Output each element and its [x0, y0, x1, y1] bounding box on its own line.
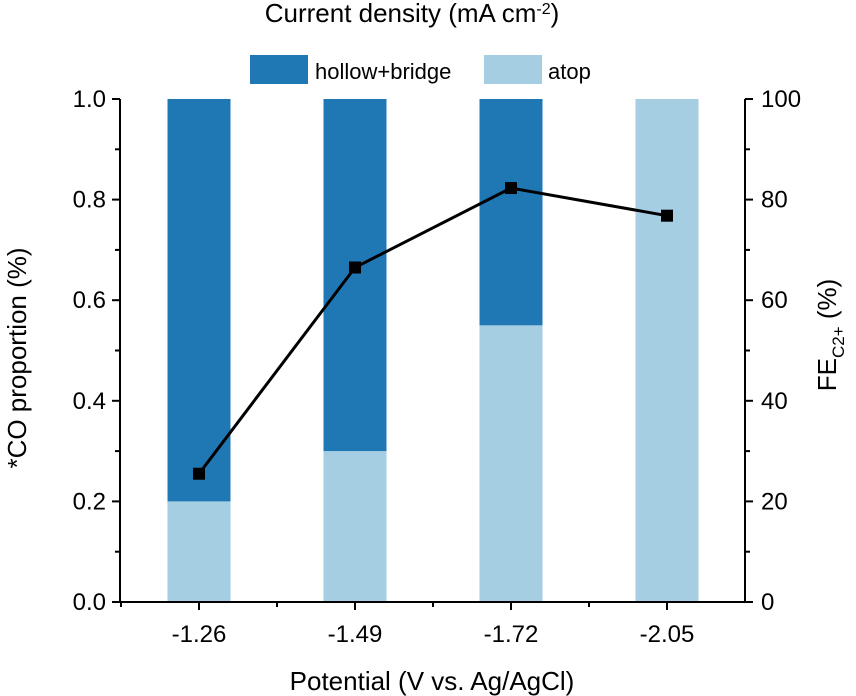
- bar-atop-2: [479, 325, 543, 602]
- y-tick-label: 0.2: [73, 488, 106, 515]
- fe-line-series: [193, 182, 673, 480]
- bar-hollow-bridge-0: [167, 99, 231, 502]
- y-tick-label: 0.0: [73, 589, 106, 616]
- legend-swatch-hollow-bridge: [250, 55, 308, 84]
- ticks: 0.0 0.2 0.4 0.6 0.8 1.0 0 20 40 60 80 100 -1.26 -1.49…: [73, 86, 801, 648]
- legend-label-hollow-bridge: hollow+bridge: [315, 59, 451, 84]
- top-axis-title: Current density (mA cm-2): [265, 0, 560, 28]
- y-tick-label: 0.8: [73, 187, 106, 214]
- y-tick-label: 0.6: [73, 287, 106, 314]
- y2-tick-label: 0: [761, 589, 774, 616]
- y-tick-label: 0.4: [73, 388, 106, 415]
- y-tick-label: 1.0: [73, 86, 106, 113]
- x-axis-title: Potential (V vs. Ag/AgCl): [290, 666, 575, 696]
- x-tick-label: -2.05: [640, 621, 695, 648]
- bar-atop-3: [635, 99, 699, 602]
- y2-tick-label: 20: [761, 488, 788, 515]
- bar-atop-0: [167, 501, 231, 602]
- legend-swatch-atop: [484, 55, 542, 84]
- x-tick-label: -1.26: [172, 621, 227, 648]
- y2-tick-label: 40: [761, 388, 788, 415]
- legend: hollow+bridge atop: [250, 55, 591, 84]
- y-axis-title: *CO proportion (%): [2, 247, 32, 468]
- y2-axis-title: FEC2+ (%): [812, 279, 848, 392]
- fe-line: [197, 186, 668, 475]
- y2-tick-label: 80: [761, 187, 788, 214]
- fe-point-3: [661, 209, 673, 222]
- y2-tick-label: 60: [761, 287, 788, 314]
- fe-point-0: [193, 467, 205, 480]
- bar-hollow-bridge-1: [323, 99, 387, 452]
- fe-point-2: [505, 182, 517, 195]
- x-tick-label: -1.49: [328, 621, 383, 648]
- bars: [167, 99, 699, 602]
- legend-label-atop: atop: [548, 59, 591, 84]
- bar-hollow-bridge-2: [479, 99, 543, 326]
- bar-atop-1: [323, 451, 387, 602]
- x-tick-label: -1.72: [484, 621, 539, 648]
- fe-point-1: [349, 261, 361, 274]
- y2-tick-label: 100: [761, 86, 801, 113]
